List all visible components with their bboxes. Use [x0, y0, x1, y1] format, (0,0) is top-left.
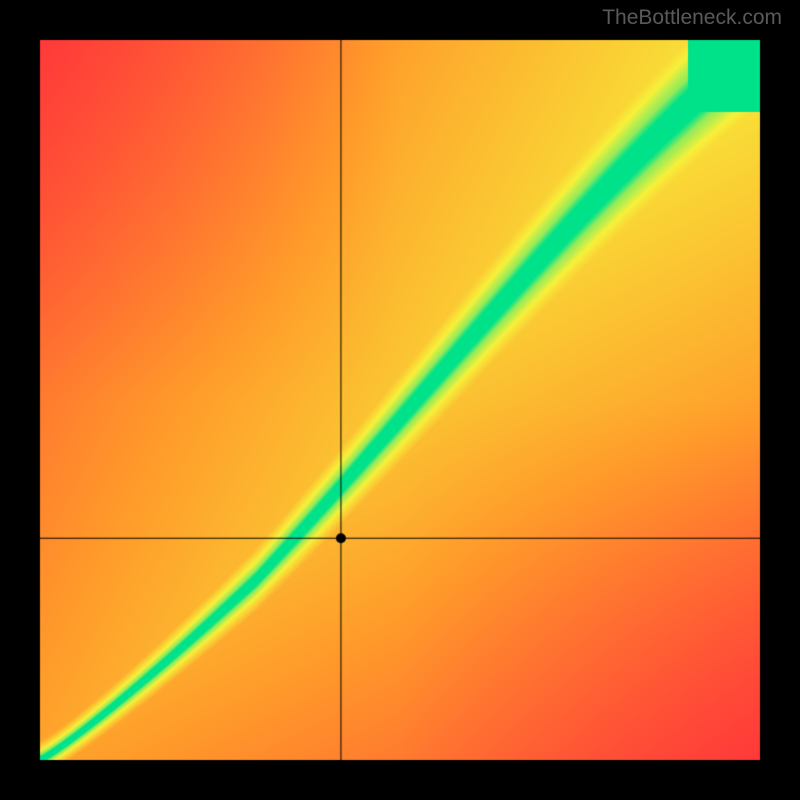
heatmap-canvas [0, 0, 800, 800]
watermark-text: TheBottleneck.com [602, 6, 782, 30]
chart-container: TheBottleneck.com [0, 0, 800, 800]
